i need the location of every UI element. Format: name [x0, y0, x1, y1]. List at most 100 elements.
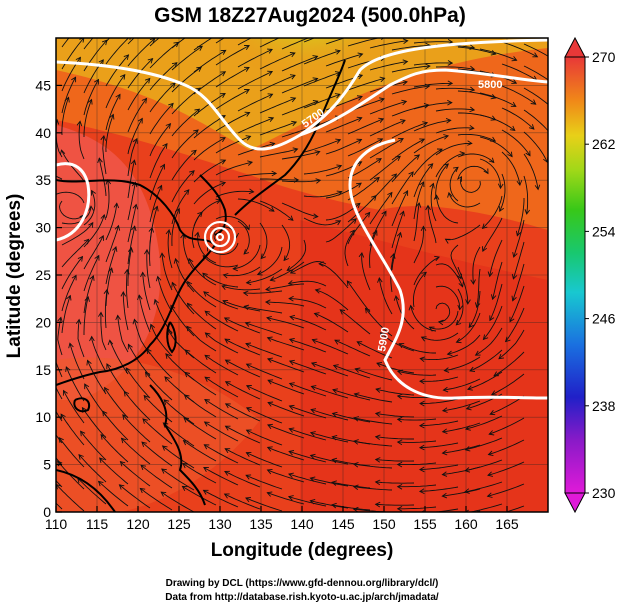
- streamline: [310, 432, 349, 443]
- streamline: [204, 376, 239, 398]
- streamline-arrow: [511, 78, 518, 84]
- streamline: [421, 332, 459, 341]
- streamline: [448, 192, 481, 208]
- streamline-arrow: [331, 480, 337, 486]
- streamline-arrow: [165, 122, 172, 129]
- streamline: [288, 450, 327, 463]
- streamline-arrow: [196, 66, 202, 72]
- streamline-arrow: [147, 57, 154, 64]
- streamline-arrow: [47, 341, 52, 346]
- streamline-arrow: [512, 252, 518, 258]
- streamline-arrow: [139, 487, 146, 494]
- streamline-arrow: [311, 338, 318, 344]
- streamline-arrow: [420, 336, 427, 342]
- streamline: [289, 298, 327, 309]
- streamline: [105, 74, 126, 109]
- streamline-arrow: [245, 385, 252, 391]
- streamline-arrow: [97, 157, 103, 164]
- streamline-arrow: [115, 314, 121, 321]
- streamline-arrow: [203, 467, 209, 473]
- streamline: [237, 93, 273, 112]
- streamline-arrow: [418, 422, 425, 429]
- streamline: [182, 463, 217, 484]
- streamline-arrow: [447, 60, 454, 66]
- y-tick-label: 45: [35, 77, 51, 93]
- streamline-arrow: [396, 484, 403, 490]
- y-tick-label: 25: [35, 267, 51, 283]
- streamline-arrow: [87, 98, 93, 105]
- streamline-arrow: [309, 453, 316, 460]
- streamline: [523, 175, 529, 215]
- streamline-arrow: [245, 342, 252, 348]
- streamline-arrow: [123, 390, 130, 397]
- streamline-arrow: [35, 482, 40, 487]
- streamline-arrow: [127, 343, 133, 350]
- streamline: [119, 484, 151, 509]
- streamline: [145, 372, 173, 401]
- streamline: [203, 291, 239, 310]
- x-tick-label: 130: [208, 516, 232, 532]
- streamline-arrow: [356, 182, 362, 188]
- streamline: [442, 488, 481, 497]
- streamline-arrow: [37, 458, 42, 463]
- streamline: [61, 97, 70, 136]
- streamline-arrow: [443, 134, 450, 140]
- streamline-arrow: [396, 416, 403, 423]
- streamline-arrow: [403, 190, 409, 196]
- streamline-arrow: [248, 188, 255, 195]
- streamline: [61, 275, 77, 312]
- credit-drawing: Drawing by DCL (https://www.gfd-dennou.o…: [166, 578, 439, 589]
- streamline-arrow: [288, 404, 295, 411]
- streamline: [333, 364, 371, 379]
- streamline: [479, 48, 517, 61]
- streamline: [161, 253, 173, 291]
- streamline-arrow: [100, 214, 107, 220]
- streamline: [442, 422, 481, 433]
- streamline: [447, 334, 481, 355]
- streamline-arrow: [441, 449, 448, 456]
- streamline: [492, 261, 503, 300]
- streamline-arrow: [374, 479, 381, 486]
- streamline-arrow: [292, 147, 299, 153]
- streamline: [347, 212, 371, 245]
- contour-label-northeast: 5800: [478, 79, 502, 91]
- streamline-arrow: [331, 457, 338, 464]
- streamline: [391, 190, 408, 227]
- streamline: [123, 391, 151, 421]
- streamline: [171, 208, 180, 247]
- streamline: [163, 422, 195, 447]
- streamline-arrow: [57, 316, 63, 323]
- streamline: [215, 89, 250, 110]
- streamline-arrow: [89, 335, 95, 342]
- streamline-arrow: [221, 29, 226, 33]
- streamline-arrow: [469, 366, 476, 372]
- streamline: [120, 461, 151, 487]
- streamline-arrow: [220, 49, 227, 55]
- streamline-arrow: [203, 444, 210, 450]
- streamline-arrow: [223, 493, 230, 499]
- streamline: [482, 195, 503, 229]
- streamline-arrow: [65, 366, 71, 372]
- streamline-arrow: [335, 220, 342, 226]
- streamline: [479, 136, 513, 157]
- streamline: [513, 219, 525, 258]
- streamline-arrow: [381, 210, 387, 217]
- streamline: [100, 312, 107, 351]
- streamline-arrow: [464, 446, 471, 452]
- streamline-arrow: [335, 49, 341, 55]
- streamline-arrow: [552, 81, 557, 86]
- streamline: [289, 360, 327, 375]
- streamline-arrow: [331, 411, 338, 418]
- streamline: [332, 412, 371, 423]
- streamline: [310, 477, 349, 487]
- streamline: [375, 481, 415, 484]
- streamline-arrow: [498, 353, 505, 360]
- streamline: [127, 160, 135, 199]
- streamline-arrow: [414, 154, 421, 160]
- streamline: [353, 440, 393, 447]
- streamline-arrow: [103, 288, 110, 295]
- streamline: [427, 205, 437, 244]
- streamline-arrow: [354, 367, 361, 373]
- streamline: [430, 183, 437, 222]
- streamline-arrow: [245, 135, 252, 141]
